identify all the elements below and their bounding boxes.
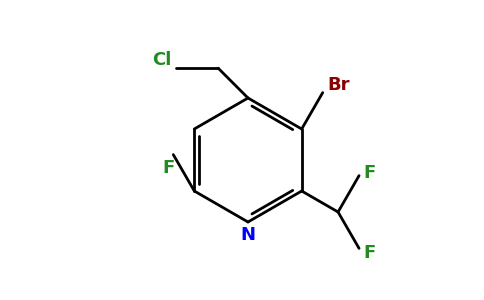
Text: F: F <box>363 164 375 181</box>
Text: F: F <box>363 244 375 262</box>
Text: F: F <box>162 159 174 177</box>
Text: Cl: Cl <box>152 51 172 69</box>
Text: Br: Br <box>328 76 350 94</box>
Text: N: N <box>241 226 256 244</box>
